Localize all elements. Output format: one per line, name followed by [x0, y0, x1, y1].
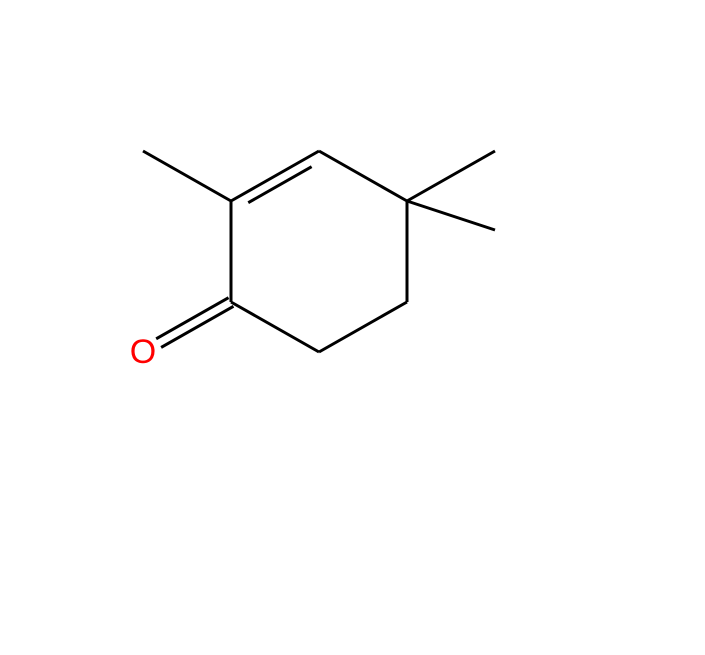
atom-label-o: O: [130, 333, 156, 371]
molecule-diagram: O: [0, 0, 705, 655]
